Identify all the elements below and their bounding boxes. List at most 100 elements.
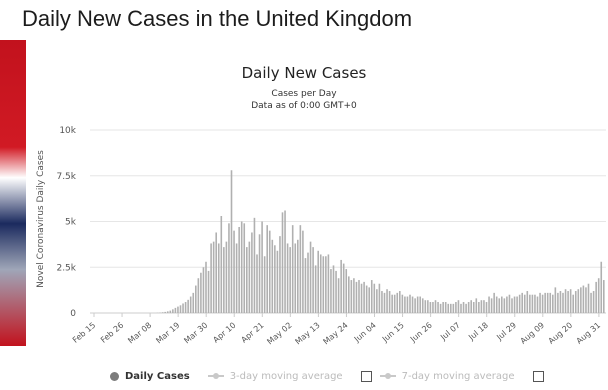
bar-day-109: [368, 287, 370, 313]
x-tick-label: Jul 18: [466, 321, 490, 343]
bar-day-165: [511, 298, 513, 313]
bar-day-161: [501, 296, 503, 313]
bar-day-163: [506, 296, 508, 313]
bar-day-70: [268, 230, 271, 313]
bar-day-114: [381, 291, 383, 313]
bar-day-129: [419, 296, 421, 313]
bar-day-170: [523, 294, 526, 313]
bar-day-49: [215, 232, 217, 313]
bar-day-177: [541, 294, 544, 313]
bar-day-159: [495, 296, 498, 313]
bar-day-30: [166, 311, 169, 313]
bar-day-186: [564, 289, 567, 313]
bar-day-72: [274, 245, 276, 313]
bar-day-183: [557, 292, 559, 313]
bar-day-167: [516, 296, 518, 313]
bar-day-182: [554, 287, 557, 313]
bar-day-100: [345, 269, 348, 313]
bar-day-67: [261, 221, 263, 313]
background-photo: [0, 40, 26, 346]
x-tick-label: Apr 10: [211, 321, 237, 345]
legend-3-day-average[interactable]: 3-day moving average: [207, 370, 343, 382]
y-tick-label: 2.5k: [56, 263, 76, 273]
bar-day-162: [503, 298, 506, 313]
x-tick-label: Apr 21: [239, 321, 265, 345]
bar-day-120: [396, 292, 399, 313]
bar-day-113: [378, 283, 381, 313]
legend-3-day-average-label: 3-day moving average: [229, 370, 343, 382]
bar-day-61: [246, 247, 248, 313]
legend-7-day-average[interactable]: 7-day moving average: [379, 371, 515, 382]
bar-day-80: [294, 243, 297, 313]
bar-day-137: [439, 303, 442, 313]
checkbox-7-day-average[interactable]: [532, 370, 544, 382]
bar-day-46: [207, 270, 210, 313]
checkbox-3-day-average[interactable]: [360, 370, 372, 382]
legend-daily-cases[interactable]: Daily Cases: [110, 371, 190, 382]
bar-day-160: [498, 298, 501, 313]
bar-day-45: [205, 261, 207, 313]
bar-day-156: [488, 296, 490, 313]
bar-day-172: [529, 294, 531, 313]
x-tick-label: May 02: [265, 321, 293, 347]
header-band: [0, 0, 608, 40]
bar-day-194: [585, 287, 587, 313]
bar-day-36: [182, 303, 184, 313]
x-tick-label: Mar 30: [182, 321, 209, 346]
chart-title: Daily New Cases: [241, 64, 367, 82]
bar-day-169: [521, 292, 523, 313]
bar-day-89: [317, 250, 319, 313]
bar-day-127: [414, 298, 416, 313]
bar-day-188: [569, 289, 572, 313]
bar-day-93: [327, 254, 330, 313]
bar-day-111: [373, 283, 376, 313]
bar-day-33: [174, 307, 177, 313]
x-tick-label: Jun 04: [352, 321, 378, 345]
bar-day-125: [409, 294, 411, 313]
bar-day-175: [536, 296, 539, 313]
bar-day-96: [335, 270, 337, 313]
chart-subtitle-line-2: Data as of 0:00 GMT+0: [251, 101, 357, 111]
bar-day-32: [172, 309, 174, 313]
bar-day-126: [411, 296, 414, 313]
bar-day-122: [401, 294, 404, 313]
chart-legend: Daily Cases 3-day moving average 7-day m…: [110, 369, 548, 383]
bar-day-189: [572, 294, 574, 313]
bar-day-43: [200, 272, 202, 313]
bar-day-50: [217, 243, 220, 313]
bar-day-133: [429, 302, 432, 313]
bar-day-68: [263, 256, 266, 313]
bar-day-106: [360, 283, 363, 313]
y-axis-ticks: 0 2.5k 5k 7.5k 10k: [56, 126, 76, 319]
bar-day-118: [391, 294, 393, 313]
bar-day-82: [299, 225, 302, 313]
bar-day-51: [220, 216, 223, 313]
bar-day-142: [452, 303, 455, 313]
bar-day-155: [485, 302, 488, 313]
bar-day-28: [161, 312, 164, 313]
bar-day-146: [462, 302, 465, 313]
x-tick-label: Jul 07: [438, 321, 462, 343]
bar-day-179: [546, 292, 549, 313]
bar-day-158: [493, 292, 495, 313]
bar-day-171: [526, 291, 529, 313]
bar-day-136: [437, 302, 439, 313]
bar-day-65: [256, 254, 258, 313]
bar-day-44: [202, 267, 205, 313]
bar-day-54: [228, 223, 230, 313]
page-title: Daily New Cases in the United Kingdom: [22, 6, 413, 31]
bar-day-199: [597, 278, 600, 313]
bar-day-131: [424, 300, 427, 313]
bar-day-139: [444, 302, 447, 313]
x-tick-label: Aug 20: [547, 321, 574, 346]
bar-day-147: [465, 303, 467, 313]
legend-daily-cases-label: Daily Cases: [125, 370, 190, 382]
bar-day-73: [276, 250, 279, 313]
y-tick-label: 0: [70, 309, 76, 319]
x-tick-label: Mar 19: [154, 321, 181, 346]
bar-day-143: [455, 302, 457, 313]
bar-day-76: [284, 210, 286, 313]
x-axis-ticks: Feb 15 Feb 26 Mar 08 Mar 19 Mar 30 Apr 10 Apr …: [71, 313, 602, 347]
bar-day-58: [238, 226, 240, 313]
bar-day-130: [421, 298, 424, 313]
